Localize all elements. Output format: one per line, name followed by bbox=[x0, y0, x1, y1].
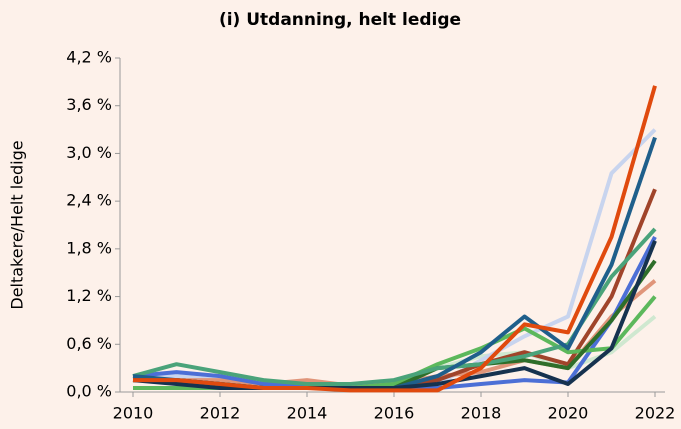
y-tick-label: 2,4 % bbox=[66, 191, 112, 210]
y-tick-label: 0,6 % bbox=[66, 334, 112, 353]
x-tick-label: 2014 bbox=[287, 404, 328, 423]
y-axis-label: Deltakere/Helt ledige bbox=[8, 140, 27, 309]
x-tick-label: 2012 bbox=[200, 404, 241, 423]
y-tick-label: 1,8 % bbox=[66, 238, 112, 257]
x-tick-label: 2016 bbox=[374, 404, 415, 423]
y-tick-label: 3,6 % bbox=[66, 95, 112, 114]
x-tick-label: 2010 bbox=[113, 404, 154, 423]
y-tick-label: 1,2 % bbox=[66, 286, 112, 305]
chart-title: (i) Utdanning, helt ledige bbox=[219, 10, 461, 30]
y-tick-label: 4,2 % bbox=[66, 48, 112, 67]
series-line bbox=[133, 85, 657, 393]
series-line bbox=[132, 240, 657, 390]
y-tick-label: 0,0 % bbox=[66, 382, 112, 401]
x-tick-label: 2018 bbox=[461, 404, 502, 423]
x-tick-label: 2022 bbox=[635, 404, 676, 423]
x-tick-label: 2020 bbox=[548, 404, 589, 423]
y-tick-label: 3,0 % bbox=[66, 143, 112, 162]
